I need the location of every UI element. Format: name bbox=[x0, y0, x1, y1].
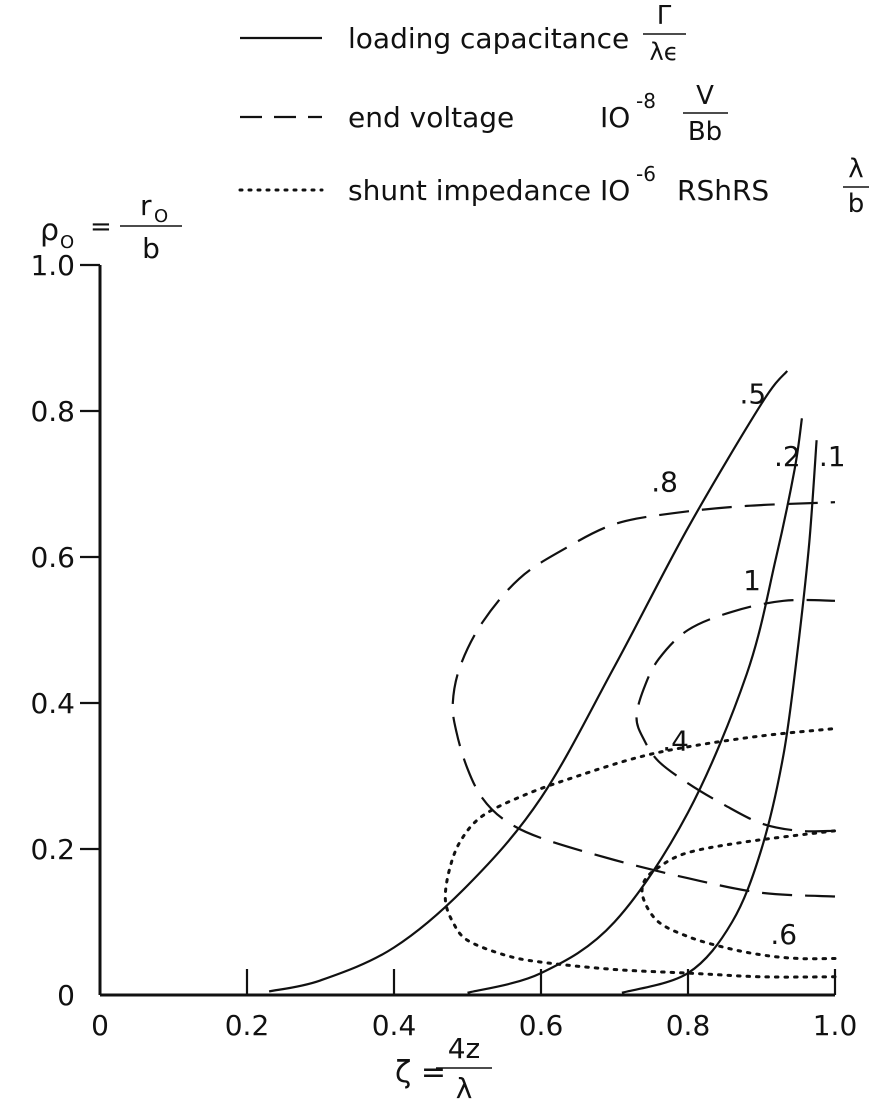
curve-label: 1 bbox=[743, 564, 761, 597]
x-label-lhs: ζ = bbox=[395, 1055, 446, 1090]
x-tick-label: 1.0 bbox=[813, 1009, 858, 1042]
series-solid-2 bbox=[621, 440, 818, 994]
legend-unit-numerator: Γ bbox=[657, 1, 672, 31]
curve-label: .4 bbox=[662, 724, 689, 757]
series-dotted-5 bbox=[443, 727, 837, 979]
y-tick-label: 0 bbox=[57, 979, 75, 1012]
curve-label: .5 bbox=[739, 378, 766, 411]
x-tick-label: 0.6 bbox=[519, 1009, 564, 1042]
x-label-denominator: λ bbox=[456, 1072, 473, 1102]
legend-unit-denominator: λϵ bbox=[650, 38, 679, 66]
x-tick-label: 0.4 bbox=[372, 1009, 417, 1042]
y-tick-label: 0.2 bbox=[30, 833, 75, 866]
legend-unit-denominator: b bbox=[848, 189, 865, 219]
legend: loading capacitance end voltage shunt impe… bbox=[238, 1, 869, 219]
curve-label: .8 bbox=[651, 465, 678, 498]
legend-unit-exponent: -6 bbox=[636, 162, 656, 186]
y-tick-label: 0.6 bbox=[30, 541, 75, 574]
legend-label: shunt impedance bbox=[348, 174, 591, 207]
legend-unit-exponent: -8 bbox=[636, 89, 656, 113]
curve-labels: .5.2 .1 .8 1 .4 .6 bbox=[651, 378, 845, 951]
y-axis-label: ρ O=r Ob bbox=[40, 189, 182, 265]
legend-unit-resistance: RShRS bbox=[677, 174, 769, 207]
curve-label: .2 bbox=[774, 440, 801, 473]
legend-unit-denominator: Bb bbox=[688, 117, 722, 147]
series-dashed-3 bbox=[451, 501, 836, 898]
curve-label: .6 bbox=[770, 918, 797, 951]
legend-unit-prefix: IO bbox=[600, 174, 630, 207]
y-label-numerator: r bbox=[140, 189, 152, 222]
x-axis-label: ζ =4z λ bbox=[395, 1032, 492, 1102]
series-solid-0 bbox=[268, 370, 789, 993]
curve-label: .1 bbox=[819, 440, 846, 473]
y-tick-label: 0.4 bbox=[30, 687, 75, 720]
series-dotted-6 bbox=[640, 829, 837, 961]
y-tick-label: 1.0 bbox=[30, 249, 75, 282]
legend-unit-prefix: IO bbox=[600, 101, 630, 134]
legend-unit-numerator: V bbox=[696, 81, 714, 111]
series-solid-1 bbox=[467, 418, 803, 994]
x-tick-label: 0 bbox=[91, 1009, 109, 1042]
x-label-numerator: 4z bbox=[448, 1032, 481, 1065]
y-label-subscript: O bbox=[60, 232, 74, 253]
y-tick-label: 0.8 bbox=[30, 395, 75, 428]
x-tick-label: 0.2 bbox=[225, 1009, 270, 1042]
series-group bbox=[268, 370, 837, 994]
x-tick-label: 0.8 bbox=[666, 1009, 711, 1042]
y-label-equals: = bbox=[90, 212, 112, 242]
y-label-denominator: b bbox=[142, 232, 160, 265]
legend-label: loading capacitance bbox=[348, 22, 629, 55]
legend-unit-numerator: λ bbox=[848, 154, 863, 184]
y-label-symbol: ρ bbox=[40, 213, 59, 248]
axes: 0 0.2 0.4 0.6 0.8 1.0 0 0.2 0.4 0.6 0.8 1.0 bbox=[30, 249, 857, 1042]
series-dashed-4 bbox=[635, 598, 836, 833]
legend-label: end voltage bbox=[348, 101, 514, 134]
y-label-numerator-subscript: O bbox=[154, 206, 168, 227]
